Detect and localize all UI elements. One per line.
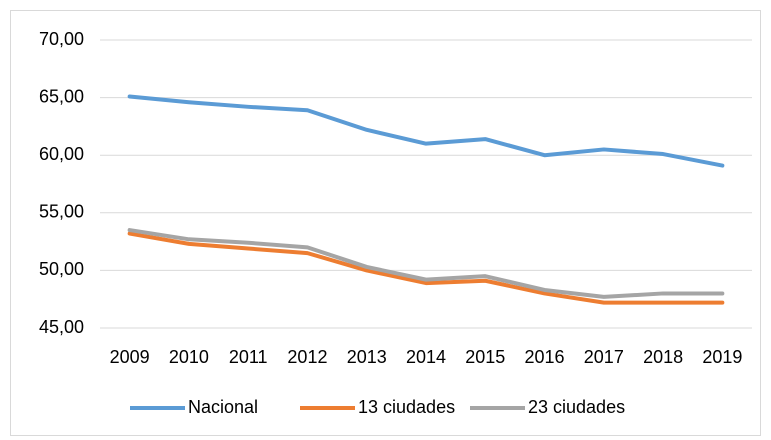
legend-label: Nacional <box>188 397 258 417</box>
x-tick-label: 2016 <box>525 347 565 367</box>
series-line <box>127 228 725 299</box>
x-tick-label: 2015 <box>465 347 505 367</box>
x-tick-label: 2010 <box>169 347 209 367</box>
x-tick-label: 2009 <box>110 347 150 367</box>
series-line <box>127 231 725 305</box>
y-tick-label: 55,00 <box>39 202 84 222</box>
y-tick-label: 60,00 <box>39 144 84 164</box>
series-line <box>127 94 725 168</box>
x-tick-label: 2019 <box>702 347 742 367</box>
x-tick-label: 2014 <box>406 347 446 367</box>
x-tick-label: 2012 <box>287 347 327 367</box>
x-tick-label: 2011 <box>229 347 268 367</box>
y-tick-label: 50,00 <box>39 259 84 279</box>
y-tick-label: 45,00 <box>39 317 84 337</box>
legend-label: 13 ciudades <box>358 397 455 417</box>
x-tick-label: 2018 <box>643 347 683 367</box>
x-tick-label: 2013 <box>347 347 387 367</box>
chart-border <box>10 10 761 436</box>
x-tick-label: 2017 <box>584 347 624 367</box>
y-tick-label: 70,00 <box>39 29 84 49</box>
y-tick-label: 65,00 <box>39 86 84 106</box>
legend-label: 23 ciudades <box>528 397 625 417</box>
